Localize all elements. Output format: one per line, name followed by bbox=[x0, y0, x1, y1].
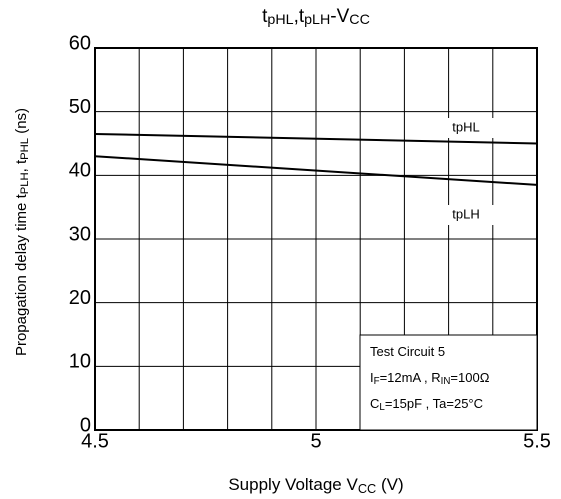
y-axis-label-part: , t bbox=[13, 159, 30, 172]
y-tick-label: 40 bbox=[69, 160, 91, 182]
series-label-bg bbox=[436, 205, 496, 225]
y-axis-label-part: Propagation delay time t bbox=[13, 193, 30, 356]
annotation-part: L bbox=[379, 402, 385, 413]
chart-title-part: -V bbox=[330, 6, 349, 27]
x-axis-label-part: Supply Voltage V bbox=[228, 475, 358, 494]
y-axis-label-part: PLH bbox=[19, 172, 31, 194]
chart-title-part: CC bbox=[349, 12, 370, 28]
series-line bbox=[94, 155, 538, 186]
annotation: Test Circuit 5 bbox=[370, 344, 445, 359]
x-tick-label: 5.5 bbox=[523, 430, 551, 452]
annotation-box bbox=[359, 334, 538, 431]
y-tick-label: 10 bbox=[69, 351, 91, 373]
chart-title-part: pLH bbox=[304, 12, 330, 28]
y-tick-label: 60 bbox=[69, 32, 91, 54]
y-tick-label: 20 bbox=[69, 287, 91, 309]
annotation-part: =100Ω bbox=[450, 370, 489, 385]
y-axis-label-part: PHL bbox=[19, 138, 31, 160]
annotation-part: =12mA , R bbox=[380, 370, 441, 385]
annotation-part: C bbox=[370, 396, 379, 411]
y-tick-label: 50 bbox=[69, 96, 91, 118]
y-axis-label: Propagation delay time tPLH, tPHL (ns) bbox=[13, 108, 31, 356]
annotation-part: =15pF , Ta=25°C bbox=[385, 396, 483, 411]
annotation-part: IN bbox=[441, 376, 451, 387]
x-axis-label: Supply Voltage VCC (V) bbox=[228, 475, 403, 495]
x-tick-label: 4.5 bbox=[81, 430, 109, 452]
series-label: tpHL bbox=[452, 119, 479, 134]
x-tick-label: 5 bbox=[310, 430, 321, 452]
y-tick-label: 30 bbox=[69, 223, 91, 245]
chart-title: tpHL,tpLH-VCC bbox=[262, 6, 370, 28]
chart-title-part: t bbox=[262, 6, 268, 27]
x-axis-label-part: (V) bbox=[376, 475, 403, 494]
annotation-part: Test Circuit 5 bbox=[370, 344, 445, 359]
chart-title-part: pHL bbox=[267, 12, 293, 28]
y-tick-label: 0 bbox=[80, 414, 91, 436]
series-label: tpLH bbox=[452, 206, 479, 221]
chart-title-part: ,t bbox=[294, 6, 305, 27]
annotation-part: F bbox=[374, 376, 380, 387]
series-line bbox=[94, 132, 538, 145]
annotation-part: I bbox=[370, 370, 374, 385]
x-axis-label-part: CC bbox=[358, 481, 376, 496]
series-label-bg bbox=[436, 118, 496, 138]
annotation: IF=12mA , RIN=100Ω bbox=[370, 370, 490, 387]
annotation: CL=15pF , Ta=25°C bbox=[370, 396, 483, 413]
y-axis-label-part: (ns) bbox=[13, 108, 30, 138]
